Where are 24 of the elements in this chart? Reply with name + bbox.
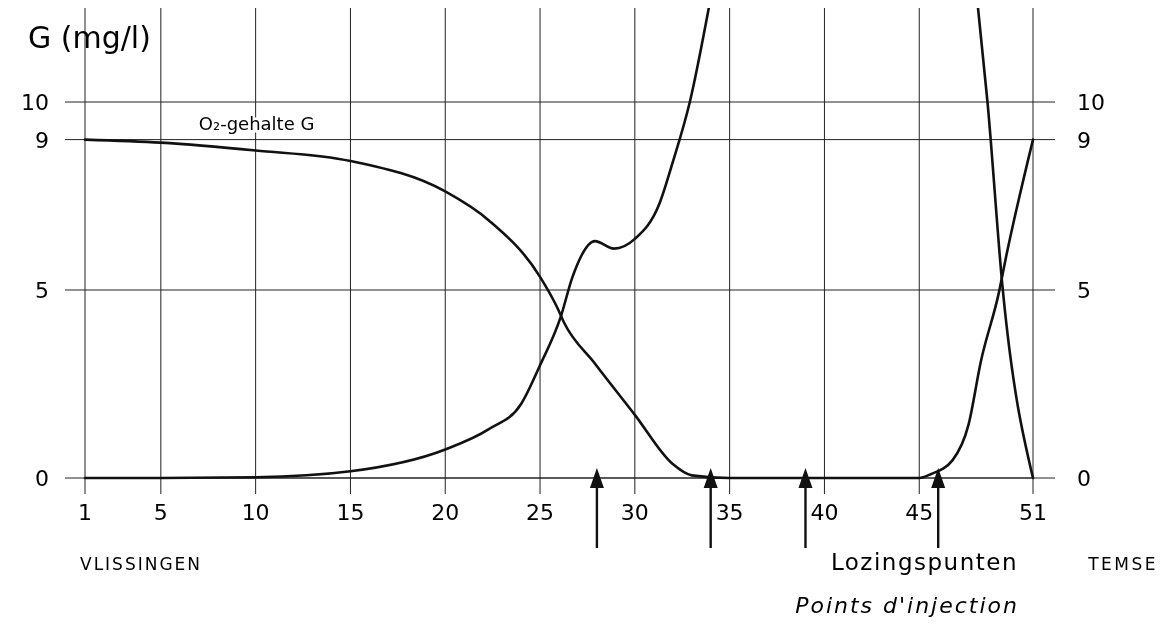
y-tick-label: 0	[35, 466, 49, 491]
y2-tick-label: 9	[1077, 127, 1091, 153]
y2-tick-label: 5	[1077, 278, 1091, 303]
x-tick-label: 45	[905, 500, 934, 525]
x-tick-label: 30	[620, 500, 649, 525]
text: VLISSINGEN	[80, 554, 203, 574]
text: TEMSE	[1087, 554, 1158, 574]
x-tick-label: 51	[1019, 500, 1047, 525]
x-tick-label: 40	[810, 500, 839, 525]
x-tick-label: 1	[78, 500, 92, 525]
text: Points d'injection	[795, 593, 1019, 618]
x-tick-label: 5	[153, 500, 168, 525]
x-tick-label: 20	[431, 500, 460, 525]
y-tick-label: 9	[35, 127, 49, 153]
x-tick-label: 15	[336, 500, 365, 525]
x-tick-label: 25	[526, 500, 555, 525]
y2-tick-label: 10	[1077, 90, 1105, 115]
x-tick-label: 10	[241, 500, 270, 525]
y-tick-label: 10	[21, 90, 49, 115]
x-tick-label: 35	[715, 500, 744, 525]
y2-tick-label: 0	[1077, 466, 1091, 491]
y-axis-title: G (mg/l)	[28, 20, 151, 55]
y-tick-label: 5	[35, 278, 49, 303]
text: Lozingspunten	[830, 549, 1018, 575]
